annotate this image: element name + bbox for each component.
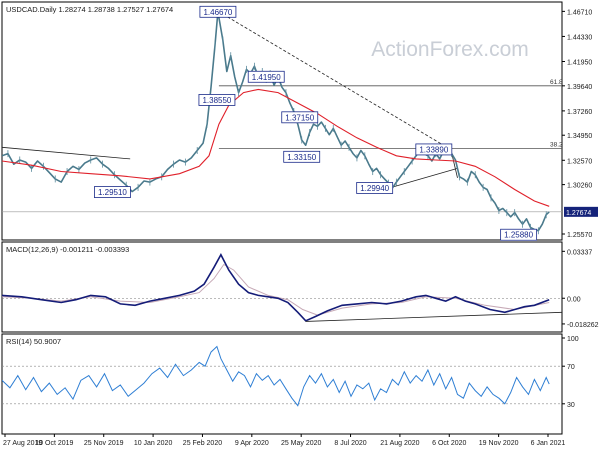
macd-header: MACD(12,26,9) -0.001211 -0.003393 xyxy=(6,245,129,254)
annotation-label: 1.33150 xyxy=(287,153,316,162)
price-trendline xyxy=(391,168,458,188)
macd-panel xyxy=(1,241,563,333)
price-tick-label: 1.34950 xyxy=(567,133,592,140)
price-trendline xyxy=(2,146,131,160)
macd-tick-label: 0.00 xyxy=(567,296,581,303)
x-tick-label: 10 Oct 2019 xyxy=(35,440,73,447)
price-y-axis: 1.46710 1.44330 1.41950 1.39640 1.37260 1.349… xyxy=(562,9,598,239)
price-series-group xyxy=(2,11,562,235)
annotation-label: 1.33890 xyxy=(419,145,448,154)
annotation-label: 1.29940 xyxy=(360,184,389,193)
annotation-label: 1.37150 xyxy=(285,113,314,122)
price-tick-label: 1.25570 xyxy=(567,232,592,239)
price-annotation: 1.33150 xyxy=(283,150,321,163)
x-tick-label: 21 Aug 2020 xyxy=(380,440,419,447)
rsi-header: RSI(14) 50.9007 xyxy=(6,337,61,346)
annotation-box xyxy=(500,228,538,241)
macd-y-axis: 0.03337 0.00 -0.018262 xyxy=(562,249,599,329)
rsi-panel xyxy=(1,333,563,435)
price-tick-label: 1.32570 xyxy=(567,158,592,165)
price-tick-label: 1.44330 xyxy=(567,34,592,41)
annotation-box xyxy=(415,143,453,156)
x-tick-label: 10 Jan 2020 xyxy=(134,440,173,447)
rsi-y-axis: 100 70 30 xyxy=(562,336,579,409)
price-annotation: 1.46670 xyxy=(199,5,237,18)
price-annotation: 1.29940 xyxy=(356,182,394,194)
x-tick-label: 27 Aug 2019 xyxy=(3,440,42,447)
x-tick-label: 8 Jul 2020 xyxy=(334,440,366,447)
moving-average-line xyxy=(2,88,550,207)
rsi-tick-label: 70 xyxy=(567,364,575,371)
x-tick-label: 6 Jan 2021 xyxy=(531,440,566,447)
x-tick-label: 25 Nov 2019 xyxy=(84,440,124,447)
price-tick-label: 1.30260 xyxy=(567,183,592,190)
price-tick-label: 1.39640 xyxy=(567,84,592,91)
current-price-marker xyxy=(564,206,598,217)
rsi-tick-label: 100 xyxy=(567,336,579,343)
price-annotation: 1.37150 xyxy=(281,111,319,124)
macd-series-group xyxy=(2,252,562,322)
price-annotation: 1.38550 xyxy=(198,94,236,106)
x-tick-label: 19 Nov 2020 xyxy=(479,440,519,447)
rsi-series-group xyxy=(2,345,562,407)
price-tick-label: 1.37260 xyxy=(567,109,592,116)
macd-tick-label: 0.03337 xyxy=(567,249,592,256)
annotation-box xyxy=(247,70,285,83)
price-annotations: 1.46670 1.38550 1.41950 1.37150 1.33150 1.295… xyxy=(94,5,538,241)
watermark: ActionForex.com xyxy=(371,38,529,61)
fib-level-label: 61.8 xyxy=(550,79,563,86)
rsi-line xyxy=(2,345,550,407)
price-tick-label: 1.46710 xyxy=(567,9,592,16)
annotation-box xyxy=(356,182,394,194)
annotation-box xyxy=(283,150,321,163)
annotation-label: 1.38550 xyxy=(202,96,231,105)
macd-trendline xyxy=(305,311,562,322)
annotation-box xyxy=(199,5,237,18)
x-tick-label: 6 Oct 2020 xyxy=(432,440,466,447)
annotation-box xyxy=(94,186,131,198)
price-annotation: 1.33890 xyxy=(415,143,453,156)
annotation-box xyxy=(198,94,236,106)
annotation-label: 1.46670 xyxy=(203,8,232,17)
price-tick-label: 1.41950 xyxy=(567,60,592,67)
fib-level-label: 38.2 xyxy=(550,141,563,148)
price-annotation: 1.25880 xyxy=(500,228,538,241)
rsi-tick-label: 30 xyxy=(567,402,575,409)
annotation-label: 1.29510 xyxy=(98,188,127,197)
price-annotation: 1.41950 xyxy=(247,70,285,83)
price-annotation: 1.29510 xyxy=(94,186,131,198)
macd-tick-label: -0.018262 xyxy=(567,322,599,329)
price-header: USDCAD.Daily 1.28274 1.28738 1.27527 1.2… xyxy=(6,5,173,14)
x-tick-label: 9 Apr 2020 xyxy=(235,440,269,447)
price-tick-label: 1.27674 xyxy=(566,210,591,217)
x-tick-label: 25 May 2020 xyxy=(281,440,322,447)
annotation-label: 1.25880 xyxy=(504,231,533,240)
annotation-box xyxy=(281,111,319,124)
macd-line xyxy=(2,252,550,322)
x-tick-label: 25 Feb 2020 xyxy=(183,440,222,447)
annotation-label: 1.41950 xyxy=(252,73,281,82)
fibonacci-levels: 61.8 38.2 xyxy=(218,79,563,149)
